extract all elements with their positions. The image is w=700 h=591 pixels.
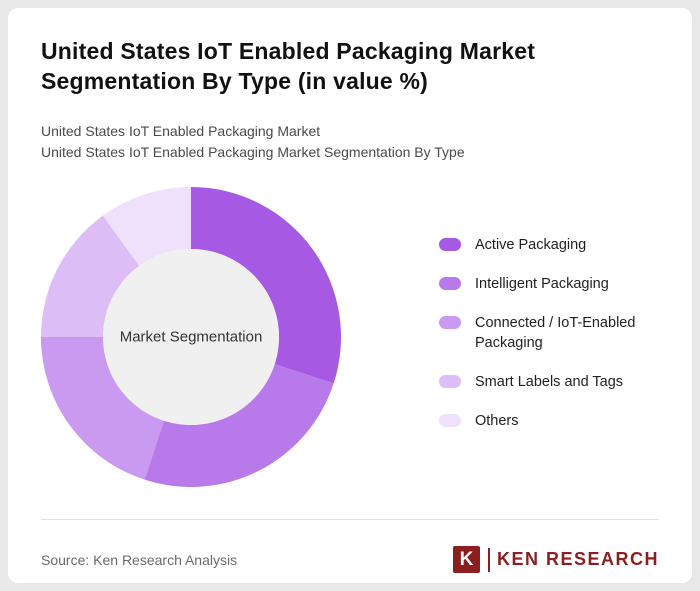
legend-swatch <box>439 315 461 329</box>
donut-segment <box>40 336 164 480</box>
legend-swatch <box>439 413 461 427</box>
footer: Source: Ken Research Analysis K KEN RESE… <box>41 519 659 583</box>
legend-label: Connected / IoT-Enabled Packaging <box>475 314 636 351</box>
legend-item: Smart Labels and Tags <box>439 372 659 392</box>
donut-center-label: Market Segmentation <box>119 328 263 346</box>
donut-segment <box>144 363 334 487</box>
donut-hole <box>103 248 279 425</box>
chart-subtitle-line2: United States IoT Enabled Packaging Mark… <box>41 143 465 160</box>
legend-item: Active Packaging <box>439 235 659 255</box>
legend-label: Smart Labels and Tags <box>475 373 624 390</box>
ken-research-logo: K KEN RESEARCH <box>452 546 659 573</box>
legend-label: Active Packaging <box>475 236 587 253</box>
source-text: Source: Ken Research Analysis <box>41 551 238 568</box>
logo-k-icon: K <box>452 546 480 573</box>
chart-subtitle-line1: United States IoT Enabled Packaging Mark… <box>41 122 321 139</box>
page-title: United States IoT Enabled Packaging Mark… <box>41 38 536 95</box>
donut-svg <box>40 186 341 487</box>
legend-swatch <box>439 237 461 251</box>
report-card: United States IoT Enabled Packaging Mark… <box>8 8 692 583</box>
donut-chart: Market Segmentation <box>31 177 351 497</box>
legend-label: Others <box>475 412 519 429</box>
chart-subtitles: United States IoT Enabled Packaging Mark… <box>41 121 659 163</box>
donut-segment <box>191 186 341 384</box>
chart-area: Market Segmentation Active Packaging Inte… <box>40 177 659 497</box>
legend-item: Connected / IoT-Enabled Packaging <box>439 313 659 353</box>
legend-item: Others <box>439 411 659 431</box>
logo-wordmark: KEN RESEARCH <box>496 549 659 569</box>
donut-segment <box>102 186 191 266</box>
legend-item: Intelligent Packaging <box>439 274 659 294</box>
legend-label: Intelligent Packaging <box>475 275 609 292</box>
donut-segment <box>41 215 140 337</box>
logo-divider <box>487 547 490 572</box>
legend-swatch <box>439 374 461 388</box>
chart-legend: Active Packaging Intelligent Packaging Con… <box>439 177 659 431</box>
legend-swatch <box>439 276 461 290</box>
